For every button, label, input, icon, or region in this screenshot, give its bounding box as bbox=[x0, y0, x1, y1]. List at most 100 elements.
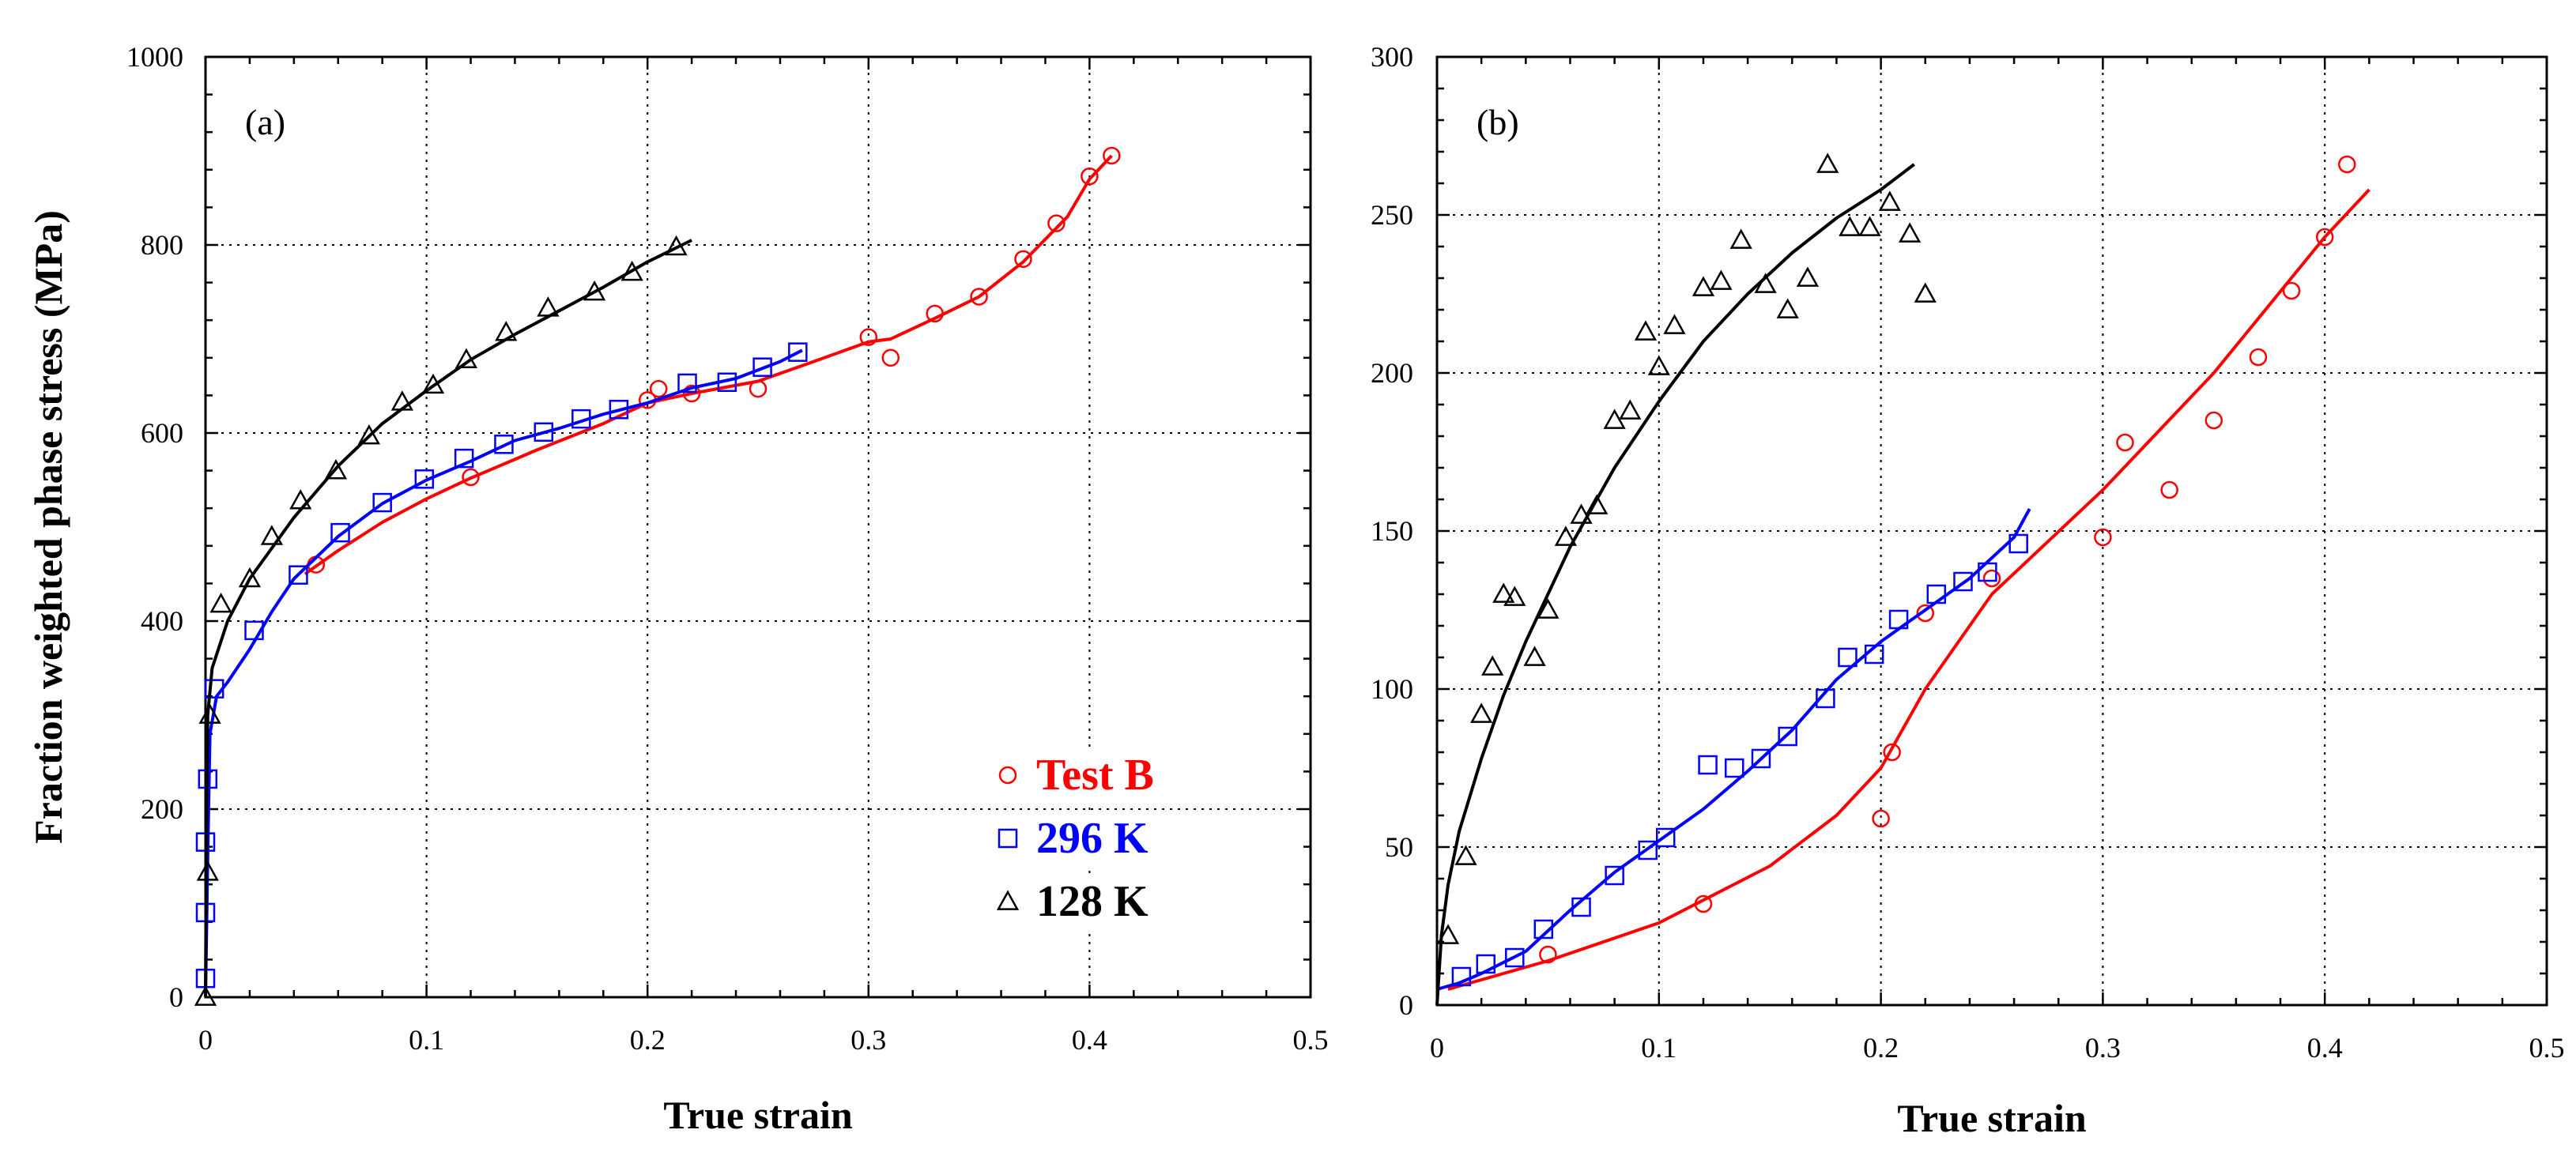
x-tick-label: 0 bbox=[198, 1024, 213, 1056]
data-point bbox=[583, 280, 606, 301]
data-point bbox=[1694, 894, 1713, 913]
data-point bbox=[1047, 214, 1065, 232]
legend-label: 296 K bbox=[1036, 814, 1148, 863]
data-point bbox=[1638, 840, 1658, 860]
legend-marker bbox=[998, 766, 1017, 785]
series-line bbox=[204, 239, 692, 998]
data-point bbox=[1796, 266, 1820, 287]
data-point bbox=[1505, 947, 1525, 968]
data-point bbox=[881, 348, 900, 367]
data-point bbox=[1647, 355, 1670, 375]
panel-label: (a) bbox=[245, 102, 285, 142]
legend-label: Test B bbox=[1036, 751, 1154, 800]
data-point bbox=[209, 593, 232, 613]
data-point bbox=[324, 459, 348, 480]
series-296-k bbox=[1436, 508, 2031, 991]
data-point bbox=[260, 525, 284, 545]
data-point bbox=[677, 373, 697, 393]
data-point bbox=[1692, 276, 1715, 296]
data-point bbox=[1533, 919, 1554, 939]
data-point bbox=[1537, 598, 1560, 619]
x-tick-label: 0.5 bbox=[2529, 1032, 2565, 1064]
data-point bbox=[1953, 571, 1973, 592]
data-point bbox=[1858, 216, 1881, 236]
series-296-k bbox=[195, 342, 808, 998]
data-point bbox=[1978, 562, 1997, 582]
x-tick-label: 0.1 bbox=[409, 1024, 444, 1056]
y-tick-label: 200 bbox=[141, 793, 183, 825]
data-point bbox=[1605, 865, 1624, 886]
data-point bbox=[649, 379, 668, 398]
data-point bbox=[194, 985, 217, 1006]
data-point bbox=[2338, 155, 2356, 174]
y-tick-label: 0 bbox=[1399, 989, 1413, 1021]
data-point bbox=[1754, 273, 1777, 293]
data-point bbox=[1883, 743, 1901, 762]
data-point bbox=[1081, 167, 1099, 186]
data-point bbox=[495, 321, 518, 341]
data-point bbox=[196, 860, 219, 881]
data-point bbox=[1864, 644, 1884, 665]
series-128-k bbox=[1435, 153, 1937, 1006]
y-tick-label: 50 bbox=[1385, 831, 1413, 863]
panel-label: (b) bbox=[1477, 102, 1519, 142]
y-tick-label: 150 bbox=[1371, 515, 1413, 547]
data-point bbox=[330, 522, 350, 543]
data-point bbox=[1014, 250, 1032, 269]
legend-marker bbox=[996, 890, 1020, 910]
data-point bbox=[1554, 525, 1577, 546]
data-point bbox=[1838, 647, 1858, 668]
data-point bbox=[1916, 604, 1935, 623]
y-tick-label: 400 bbox=[141, 605, 183, 637]
y-tick-label: 100 bbox=[1371, 673, 1413, 705]
y-tick-label: 800 bbox=[141, 229, 183, 261]
data-point bbox=[1872, 809, 1890, 828]
x-tick-label: 0 bbox=[1430, 1032, 1444, 1064]
data-point bbox=[1619, 399, 1642, 420]
data-point bbox=[534, 422, 554, 442]
data-point bbox=[1816, 153, 1839, 173]
data-point bbox=[238, 567, 262, 588]
data-point bbox=[1898, 222, 1922, 243]
data-point bbox=[2282, 281, 2301, 300]
x-tick-label: 0.1 bbox=[1641, 1032, 1676, 1064]
y-tick-label: 600 bbox=[141, 417, 183, 449]
data-point bbox=[1539, 945, 1557, 964]
data-point bbox=[2116, 433, 2134, 452]
data-point bbox=[749, 379, 768, 398]
data-point bbox=[390, 390, 413, 411]
data-point bbox=[752, 357, 772, 377]
data-point bbox=[1436, 924, 1460, 944]
tick-marks bbox=[1435, 55, 2548, 1007]
y-tick-label: 1000 bbox=[126, 41, 183, 73]
legend-label: 128 K bbox=[1036, 877, 1148, 926]
panel-a: 0 0.1 0.2 0.3 0.4 0.5 0 200 400 600 800 1000 True st… bbox=[26, 41, 1329, 1137]
data-point bbox=[926, 304, 944, 323]
data-point bbox=[1470, 702, 1493, 723]
data-point bbox=[788, 342, 808, 362]
x-tick-label: 0.3 bbox=[850, 1024, 886, 1056]
y-tick-label: 250 bbox=[1371, 199, 1413, 231]
data-point bbox=[1878, 190, 1901, 211]
data-point bbox=[289, 565, 308, 585]
data-point bbox=[494, 435, 514, 454]
legend-background bbox=[984, 873, 1284, 930]
data-point bbox=[1571, 897, 1591, 917]
data-point bbox=[1523, 646, 1546, 666]
legend-marker bbox=[998, 828, 1018, 849]
data-point bbox=[1926, 584, 1947, 604]
data-point bbox=[1451, 966, 1472, 987]
x-tick-label: 0.3 bbox=[2085, 1032, 2121, 1064]
data-point bbox=[859, 328, 878, 346]
data-point bbox=[1776, 298, 1799, 318]
data-point bbox=[2204, 411, 2223, 430]
data-point bbox=[620, 260, 643, 281]
data-point bbox=[2249, 348, 2268, 367]
data-point bbox=[2008, 533, 2028, 554]
y-axis-title: Fraction weighted phase stress (MPa) bbox=[26, 210, 70, 844]
data-point bbox=[2315, 228, 2334, 247]
x-tick-label: 0.5 bbox=[1293, 1024, 1329, 1056]
data-point bbox=[1725, 758, 1744, 778]
data-point bbox=[1710, 269, 1733, 290]
series-line bbox=[1436, 508, 2031, 991]
